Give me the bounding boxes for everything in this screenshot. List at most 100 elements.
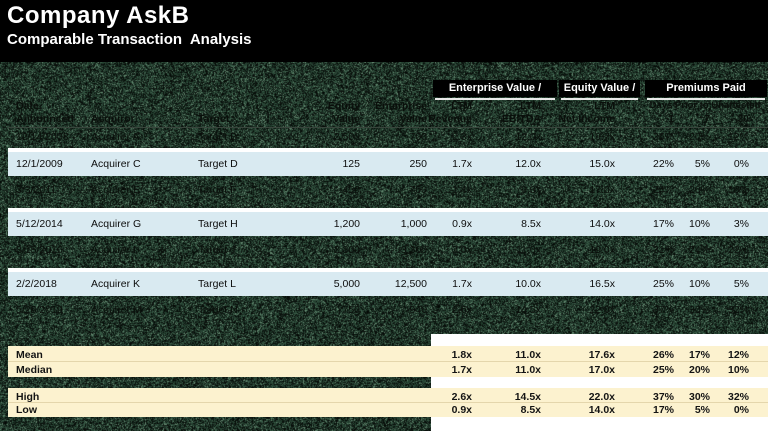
cell-pe: 17.6x <box>588 349 615 361</box>
cell-premium-1: 37% <box>652 391 674 403</box>
underline-enterprise-value <box>435 98 555 100</box>
cell-premium-7: 10% <box>688 278 710 290</box>
header-equity-line2: Value <box>332 113 360 125</box>
cell-pe: 22.0x <box>589 304 615 316</box>
cell-premium-7: 20% <box>688 184 710 196</box>
header-enterprise-line1: Enterprise <box>375 100 427 112</box>
summary-row-median[interactable]: Median 1.7x 11.0x 17.0x 25% 20% 10% <box>0 363 768 377</box>
row-highlight-band <box>8 212 768 236</box>
summary-label: Low <box>16 404 37 416</box>
transaction-row-hidden[interactable]: 5/25/2019 Acquirer M Target N 750 940 2.… <box>0 302 768 316</box>
cell-target: Target N <box>198 304 238 316</box>
cell-ev-ebitda: 12.0x <box>515 158 541 170</box>
cell-target: Target B <box>198 131 238 143</box>
transaction-row[interactable]: 5/12/2014 Acquirer G Target H 1,200 1,00… <box>0 208 768 236</box>
header-equity-line1: Equity <box>327 100 360 112</box>
cell-transaction-value: 700 <box>409 131 427 143</box>
summary-row-divider <box>8 402 768 403</box>
summary-row-divider <box>8 361 768 362</box>
cell-date: 5/25/2019 <box>16 304 63 316</box>
transaction-row-hidden[interactable]: 3/3/2011 Acquirer E Target F 450 700 1.4… <box>0 182 768 196</box>
header-date-line1: Date <box>16 100 39 112</box>
cell-acquirer: Acquirer I <box>91 244 136 256</box>
cell-ev-ebitda: 11.0x <box>515 364 541 376</box>
cell-premium-7: 30% <box>688 391 710 403</box>
cell-ev-ebitda: 14.5x <box>515 304 541 316</box>
cell-premium-7: 24% <box>688 244 710 256</box>
header-ltm-ebitda-line1: LTM <box>520 100 541 112</box>
cell-pe: 14.0x <box>588 404 615 416</box>
cell-premium-1: 25% <box>652 278 674 290</box>
cell-pe: 14.0x <box>589 218 615 230</box>
cell-target: Target D <box>198 158 238 170</box>
cell-transaction-value: 700 <box>409 184 427 196</box>
cell-ev-revenue: 1.8x <box>451 349 472 361</box>
underline-premiums-paid <box>647 98 765 100</box>
cell-transaction-value: 3,300 <box>400 244 427 256</box>
transaction-row-hidden[interactable]: 8/15/2016 Acquirer I Target J 2,300 3,30… <box>0 242 768 256</box>
cell-premium-7: 17% <box>688 349 710 361</box>
cell-date: 2/2/2018 <box>16 278 57 290</box>
column-header-line-1: Date Equity Enterprise LTM LTM LTM Days … <box>0 100 768 112</box>
summary-row-high[interactable]: High 2.6x 14.5x 22.0x 37% 30% 32% <box>0 390 768 404</box>
cell-date: 12/14/2008 <box>16 131 69 143</box>
cell-ev-ebitda: 9.0x <box>521 184 541 196</box>
cell-premium-1: 26% <box>652 131 674 143</box>
cell-ev-revenue: 1.7x <box>452 278 472 290</box>
cell-premium-30: 32% <box>727 304 749 316</box>
cell-ev-ebitda: 12.0x <box>515 131 541 143</box>
cell-target: Target J <box>198 244 236 256</box>
cell-transaction-value: 1,000 <box>400 218 427 230</box>
cell-pe: 19.0x <box>589 244 615 256</box>
cell-premium-1: 31% <box>652 244 674 256</box>
summary-row-mean[interactable]: Mean 1.8x 11.0x 17.6x 26% 17% 12% <box>0 348 768 362</box>
row-highlight-band <box>8 272 768 296</box>
group-header-equity-value: Equity Value / <box>559 80 640 97</box>
cell-acquirer: Acquirer C <box>91 158 141 170</box>
header-acquiror: Acquiror <box>91 113 135 125</box>
cell-premium-1: 25% <box>652 364 674 376</box>
summary-label: Mean <box>16 349 43 361</box>
summary-label: Median <box>16 364 53 376</box>
summary-white-strip <box>431 377 768 388</box>
cell-premium-7: 10% <box>688 218 710 230</box>
cell-premium-1: 17% <box>652 218 674 230</box>
cell-target: Target F <box>198 184 237 196</box>
cell-acquirer: Acquirer K <box>91 278 141 290</box>
page-title: Company AskB <box>7 2 190 29</box>
cell-date: 5/12/2014 <box>16 218 63 230</box>
cell-pe: 15.0x <box>589 158 615 170</box>
transaction-row-hidden[interactable]: 12/14/2008 Acquirer A Target B 2,500 700… <box>0 129 768 143</box>
cell-acquirer: Acquirer G <box>91 218 142 230</box>
cell-ev-revenue: 0.9x <box>451 404 472 416</box>
cell-premium-30: 10% <box>727 184 749 196</box>
cell-premium-30: 5% <box>733 278 749 290</box>
cell-premium-1: 37% <box>652 304 674 316</box>
header-ltm-net-income-line2: Net Income <box>558 113 615 125</box>
cell-pe: 22.0x <box>588 391 615 403</box>
summary-row-low[interactable]: Low 0.9x 8.5x 14.0x 17% 5% 0% <box>0 403 768 417</box>
transaction-row[interactable]: 12/1/2009 Acquirer C Target D 125 250 1.… <box>0 148 768 176</box>
cell-equity-value: 750 <box>342 304 360 316</box>
cell-premium-30: 0% <box>733 158 749 170</box>
row-top-strip <box>8 208 768 212</box>
cell-ev-ebitda: 10.0x <box>515 278 541 290</box>
cell-ev-ebitda: 14.5x <box>514 391 541 403</box>
cell-ev-ebitda: 11.0x <box>515 349 541 361</box>
group-header-premiums-paid: Premiums Paid <box>645 80 767 97</box>
header-premium-1-day: 1 <box>668 113 674 125</box>
cell-premium-7: 5% <box>694 158 710 170</box>
cell-premium-30: 32% <box>727 391 749 403</box>
header-premium-7-days: 7 <box>704 113 710 125</box>
cell-premium-30: 0% <box>733 404 749 416</box>
cell-pe: 19.7x <box>589 131 615 143</box>
cell-acquirer: Acquirer M <box>91 304 142 316</box>
cell-ev-revenue: 2.6x <box>452 304 472 316</box>
cell-ev-revenue: 1.7x <box>452 158 472 170</box>
cell-transaction-value: 12,500 <box>394 278 427 290</box>
transaction-row[interactable]: 2/2/2018 Acquirer K Target L 5,000 12,50… <box>0 268 768 296</box>
cell-premium-30: 12% <box>727 349 749 361</box>
cell-premium-1: 17% <box>652 404 674 416</box>
cell-target: Target H <box>198 218 238 230</box>
